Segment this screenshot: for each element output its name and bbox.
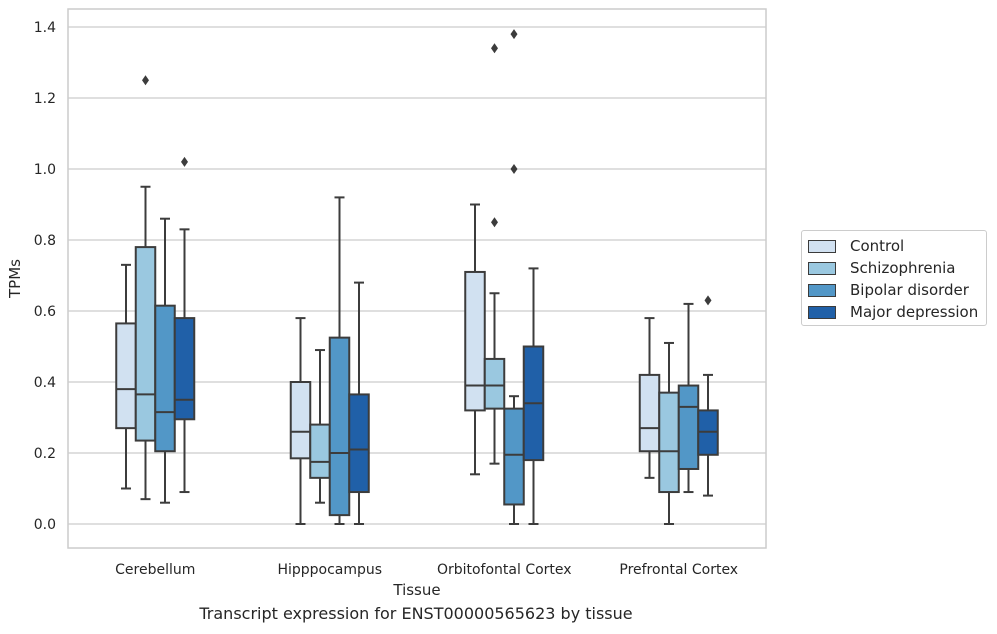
outlier-point [181,156,188,167]
box [328,336,351,517]
y-axis-label: TPMs [6,259,24,299]
y-tick-label: 0.6 [34,304,56,320]
box-group [115,263,137,490]
outlier-point [491,217,498,228]
outlier-point [510,164,518,174]
legend-label-bipolar-disorder: Bipolar disorder [850,281,969,299]
box [503,407,525,506]
x-tick-label: Cerebellum [115,562,195,578]
box [638,373,661,453]
legend-swatch-control [808,239,836,253]
plot-area-frame [67,8,767,549]
box-group [697,295,719,497]
box [134,246,157,442]
legend-label-major-depression: Major depression [850,303,979,321]
box-group [134,75,157,501]
y-tick-label: 1.2 [34,91,56,107]
box-group [309,349,331,504]
box [289,381,312,460]
legend-item-bipolar-disorder: Bipolar disorder [808,280,969,300]
legend-swatch-schizophrenia [808,261,836,275]
legend-item-schizophrenia: Schizophrenia [808,258,955,278]
box-group [328,196,351,525]
x-tick-label: Orbitofontal Cortex [437,562,572,578]
legend-item-major-depression: Major depression [808,302,978,322]
box-group [677,302,700,494]
box-plot-series [115,29,719,525]
legend-label-schizophrenia: Schizophrenia [850,259,956,277]
legend-item-control: Control [808,236,904,256]
x-axis-label: Tissue [392,581,440,599]
box-group [289,317,312,525]
box-group [503,29,525,525]
x-tick-label: Hipppocampus [277,562,382,578]
box-group [348,281,370,525]
box-group [522,267,545,525]
y-tick-label: 1.0 [34,162,56,178]
box-group [658,341,680,525]
outlier-point [510,29,518,40]
box [658,391,680,494]
box-group [638,317,661,479]
outlier-point [491,43,498,54]
y-axis-ticks: 0.0 0.2 0.4 0.6 0.8 1.0 1.2 1.4 [34,20,56,533]
legend-label-control: Control [850,237,905,255]
outlier-point [704,295,712,306]
box-group [483,43,506,465]
y-tick-label: 0.2 [34,446,56,462]
y-tick-label: 0.4 [34,375,56,391]
box [677,384,700,470]
box-group [173,156,196,494]
box [173,317,196,421]
box [115,322,137,430]
box [309,423,331,479]
y-tick-label: 1.4 [34,20,56,36]
y-tick-label: 0.8 [34,233,56,249]
box [464,270,486,412]
x-tick-label: Prefrontal Cortex [619,562,738,578]
legend: Control Schizophrenia Bipolar disorder M… [801,230,987,326]
outlier-point [142,75,149,86]
box-group [464,203,486,476]
box [483,357,506,410]
box-group [154,217,176,504]
box [348,393,370,494]
x-axis-ticks: Cerebellum Hipppocampus Orbitofontal Corte… [115,562,738,578]
figure-caption: Transcript expression for ENST0000056562… [199,604,633,623]
y-tick-label: 0.0 [34,517,56,533]
legend-swatch-major-depression [808,305,836,319]
box [154,304,176,453]
legend-swatch-bipolar-disorder [808,283,836,297]
